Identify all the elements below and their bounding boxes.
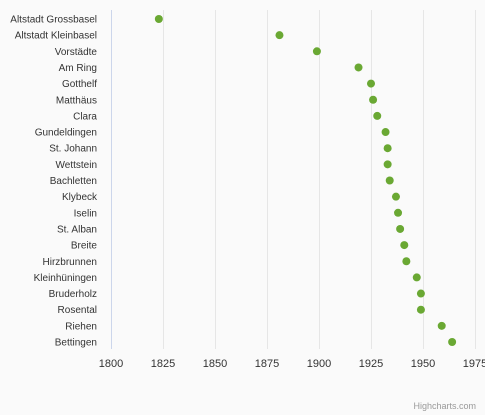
data-point[interactable] (385, 176, 394, 185)
data-point[interactable] (412, 273, 421, 282)
category-label: Bruderholz (49, 289, 97, 300)
data-point[interactable] (394, 208, 403, 217)
x-tick-labels: 1800 1825 1850 1875 1900 1925 1950 1975 (99, 358, 485, 370)
data-point[interactable] (400, 241, 409, 250)
x-tick-label: 1850 (203, 358, 227, 370)
category-label: Breite (71, 241, 98, 252)
category-label: Matthäus (56, 95, 97, 106)
data-point[interactable] (437, 321, 446, 330)
category-label: Am Ring (59, 63, 97, 74)
category-label: Iselin (74, 208, 97, 219)
data-point[interactable] (312, 47, 321, 56)
x-tick-label: 1900 (307, 358, 331, 370)
category-label: Riehen (65, 321, 97, 332)
data-point[interactable] (416, 289, 425, 298)
category-labels: Altstadt Grossbasel Altstadt Kleinbasel Vo… (10, 15, 98, 349)
category-label: Kleinhüningen (34, 273, 97, 284)
category-label: Altstadt Kleinbasel (15, 31, 97, 42)
data-point[interactable] (448, 338, 457, 346)
data-point[interactable] (402, 257, 411, 266)
x-tick-label: 1875 (255, 358, 279, 370)
category-label: Rosental (58, 305, 97, 316)
x-tick-label: 1950 (411, 358, 435, 370)
data-point[interactable] (373, 111, 382, 120)
category-label: St. Alban (57, 224, 97, 235)
category-label: Clara (73, 111, 97, 122)
data-point[interactable] (367, 79, 375, 88)
data-point[interactable] (383, 144, 392, 153)
category-label: Altstadt Grossbasel (10, 15, 97, 26)
grid-lines (163, 10, 476, 349)
data-point[interactable] (354, 63, 363, 72)
data-point[interactable] (369, 95, 378, 104)
category-label: Hirzbrunnen (43, 257, 97, 268)
credits-link[interactable]: Highcharts.com (413, 401, 476, 411)
data-point[interactable] (396, 224, 405, 233)
data-point[interactable] (154, 15, 163, 23)
data-point[interactable] (383, 160, 392, 169)
x-tick-label: 1825 (151, 358, 175, 370)
category-label: Vorstädte (55, 47, 98, 58)
category-label: Wettstein (56, 160, 98, 171)
x-tick-label: 1925 (359, 358, 383, 370)
data-point[interactable] (381, 128, 390, 137)
data-point[interactable] (416, 305, 425, 314)
x-tick-label: 1975 (463, 358, 485, 370)
category-label: Gotthelf (62, 79, 97, 90)
category-label: Bachletten (50, 176, 97, 187)
data-points (154, 15, 457, 346)
data-point[interactable] (391, 192, 400, 201)
data-point[interactable] (275, 31, 284, 40)
category-label: St. Johann (49, 144, 97, 155)
category-label: Gundeldingen (35, 128, 97, 139)
category-label: Bettingen (55, 338, 97, 349)
category-label: Klybeck (62, 192, 98, 203)
x-tick-label: 1800 (99, 358, 123, 370)
